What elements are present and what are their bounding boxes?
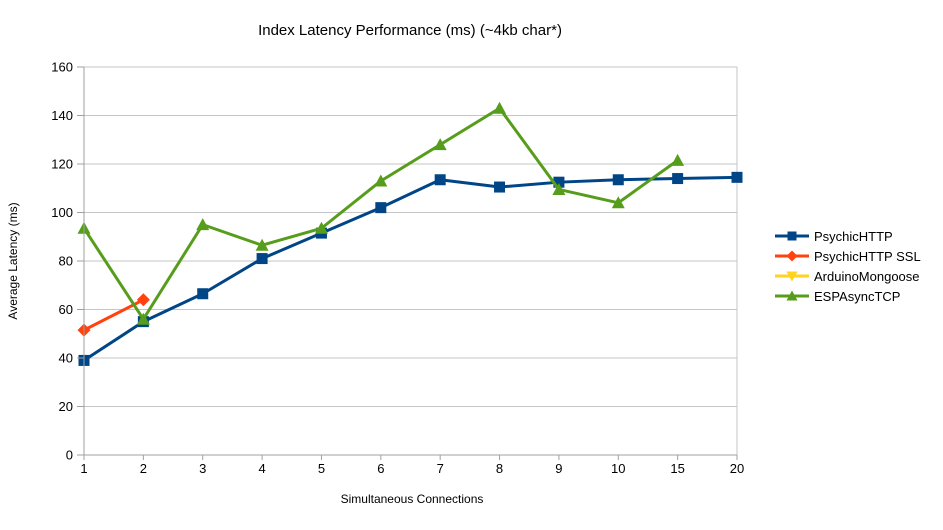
x-tick-label: 6 — [377, 461, 384, 476]
y-tick-label: 140 — [51, 108, 73, 123]
y-tick-label: 20 — [59, 399, 73, 414]
legend-marker-arduinomongoose — [775, 271, 809, 282]
legend: PsychicHTTP PsychicHTTP SSL ArduinoMongo… — [775, 226, 921, 306]
legend-label-arduinomongoose: ArduinoMongoose — [814, 268, 920, 284]
tick-labels: 0 20 40 60 80 100 120 140 160 1 2 3 4 5 6 7 8 9 10 15 20 — [51, 60, 744, 477]
x-tick-label: 7 — [437, 461, 444, 476]
x-tick-label: 8 — [496, 461, 503, 476]
legend-item-psychichttp: PsychicHTTP — [775, 226, 921, 246]
x-tick-label: 1 — [80, 461, 87, 476]
legend-label-psychichttp-ssl: PsychicHTTP SSL — [814, 248, 921, 264]
legend-item-espasynctcp: ESPAsyncTCP — [775, 286, 921, 306]
legend-label-psychichttp: PsychicHTTP — [814, 228, 893, 244]
legend-item-psychichttp-ssl: PsychicHTTP SSL — [775, 246, 921, 266]
x-tick-label: 3 — [199, 461, 206, 476]
y-tick-label: 80 — [59, 254, 73, 269]
x-tick-label: 4 — [258, 461, 265, 476]
x-tick-label: 20 — [730, 461, 744, 476]
legend-marker-psychichttp — [775, 231, 809, 241]
y-tick-label: 40 — [59, 351, 73, 366]
data-series — [77, 101, 743, 366]
y-tick-label: 60 — [59, 302, 73, 317]
legend-marker-espasynctcp — [775, 290, 809, 301]
y-tick-label: 120 — [51, 157, 73, 172]
x-tick-label: 5 — [318, 461, 325, 476]
gridlines — [84, 66, 738, 455]
axes — [77, 66, 738, 460]
x-tick-label: 2 — [140, 461, 147, 476]
legend-item-arduinomongoose: ArduinoMongoose — [775, 266, 921, 286]
y-tick-label: 0 — [66, 448, 73, 463]
y-axis-title: Average Latency (ms) — [6, 202, 20, 319]
legend-marker-psychichttp-ssl — [775, 250, 809, 262]
legend-label-espasynctcp: ESPAsyncTCP — [814, 288, 901, 304]
x-tick-label: 10 — [611, 461, 625, 476]
y-tick-label: 160 — [51, 60, 73, 75]
chart-title: Index Latency Performance (ms) (~4kb cha… — [258, 22, 562, 39]
y-tick-label: 100 — [51, 205, 73, 220]
x-tick-label: 9 — [555, 461, 562, 476]
x-axis-title: Simultaneous Connections — [341, 492, 484, 506]
x-tick-label: 15 — [670, 461, 684, 476]
